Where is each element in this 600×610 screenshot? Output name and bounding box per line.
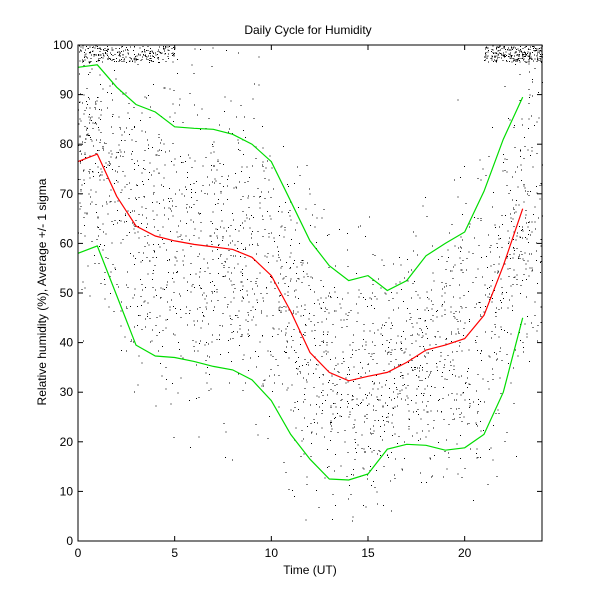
x-axis-label: Time (UT) bbox=[283, 563, 337, 577]
x-tick-label: 0 bbox=[75, 546, 82, 560]
y-tick-label: 70 bbox=[60, 187, 74, 201]
x-tick-label: 5 bbox=[171, 546, 178, 560]
raw-data-points bbox=[78, 45, 543, 522]
y-tick-label: 40 bbox=[60, 336, 74, 350]
y-tick-label: 20 bbox=[60, 435, 74, 449]
raw-observations bbox=[78, 45, 543, 522]
plot-area-frame bbox=[77, 44, 543, 542]
y-tick-label: 0 bbox=[66, 534, 73, 548]
chart-title: Daily Cycle for Humidity bbox=[244, 23, 371, 37]
y-tick-label: 10 bbox=[60, 484, 74, 498]
axis-ticks: 0 5 10 15 20 0 10 20 30 40 50 60 70 80 90 100 bbox=[53, 38, 542, 560]
x-tick-label: 20 bbox=[458, 546, 472, 560]
x-tick-label: 15 bbox=[361, 546, 375, 560]
y-tick-label: 50 bbox=[60, 286, 74, 300]
x-tick-label: 10 bbox=[265, 546, 279, 560]
lower-sigma-line bbox=[77, 245, 524, 481]
y-tick-label: 60 bbox=[60, 236, 74, 250]
y-tick-label: 90 bbox=[60, 88, 74, 102]
y-axis-label: Relative humidity (%), Average +/- 1 sig… bbox=[35, 178, 49, 405]
series-lines bbox=[77, 64, 524, 481]
upper-sigma-line bbox=[77, 64, 524, 292]
average-line bbox=[77, 153, 524, 382]
y-tick-label: 100 bbox=[53, 38, 73, 52]
y-tick-label: 30 bbox=[60, 385, 74, 399]
y-tick-label: 80 bbox=[60, 137, 74, 151]
